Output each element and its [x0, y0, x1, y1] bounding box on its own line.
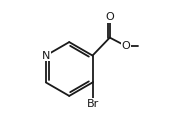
Text: O: O [121, 41, 130, 51]
Text: N: N [42, 51, 50, 61]
Text: Br: Br [86, 99, 99, 109]
Text: O: O [105, 12, 114, 22]
